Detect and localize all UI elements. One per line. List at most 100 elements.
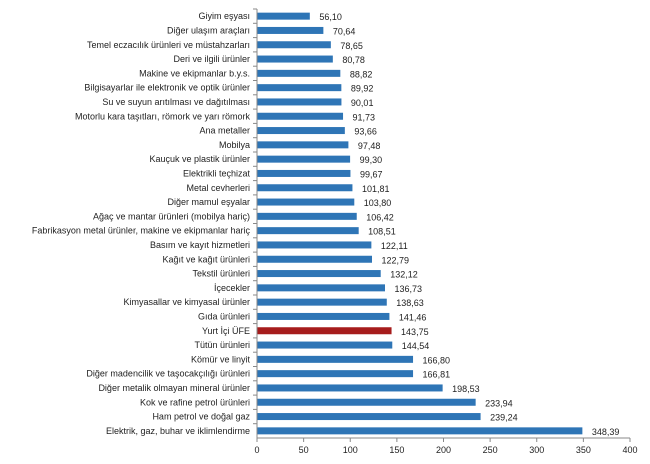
bar xyxy=(257,69,341,77)
data-label: 97,48 xyxy=(358,141,381,151)
x-tick-label: 100 xyxy=(343,445,358,455)
category-label: Diğer metalik olmayan mineral ürünler xyxy=(98,383,250,393)
bar xyxy=(257,355,414,363)
data-label: 91,73 xyxy=(353,112,376,122)
data-label: 166,80 xyxy=(423,355,451,365)
category-label: Temel eczacılık ürünleri ve müstahzarlar… xyxy=(87,40,250,50)
x-tick-label: 0 xyxy=(254,445,259,455)
data-label: 88,82 xyxy=(350,69,373,79)
data-label: 166,81 xyxy=(423,370,451,380)
data-label: 103,80 xyxy=(364,198,392,208)
bar xyxy=(257,413,481,421)
data-label: 106,42 xyxy=(366,212,394,222)
data-label: 141,46 xyxy=(399,312,427,322)
bar xyxy=(257,12,310,20)
bar xyxy=(257,155,351,163)
data-label: 136,73 xyxy=(395,284,423,294)
category-label: Makine ve ekipmanlar b.y.s. xyxy=(139,68,250,78)
bar xyxy=(257,370,414,378)
category-label: Kömür ve linyit xyxy=(191,354,251,364)
category-label: Su ve suyun arıtılması ve dağıtılması xyxy=(102,97,250,107)
category-label: Motorlu kara taşıtları, römork ve yarı r… xyxy=(75,111,251,121)
x-tick-label: 200 xyxy=(436,445,451,455)
bar xyxy=(257,227,359,235)
category-label: Diğer madencilik ve taşocakçılığı ürünle… xyxy=(86,369,250,379)
category-label: İçecekler xyxy=(214,283,250,293)
data-label: 99,67 xyxy=(360,169,383,179)
category-label: Tekstil ürünleri xyxy=(192,269,250,279)
data-label: 122,79 xyxy=(382,255,410,265)
category-label: Fabrikasyon metal ürünler, makine ve eki… xyxy=(32,226,251,236)
data-label: 198,53 xyxy=(452,384,480,394)
bar xyxy=(257,312,390,320)
data-label: 239,24 xyxy=(490,413,518,423)
data-label: 90,01 xyxy=(351,98,374,108)
bar xyxy=(257,112,344,120)
category-label: Ham petrol ve doğal gaz xyxy=(152,412,250,422)
category-label: Mobilya xyxy=(219,140,250,150)
category-label: Kok ve rafine petrol ürünleri xyxy=(140,397,250,407)
category-label: Ağaç ve mantar ürünleri (mobilya hariç) xyxy=(93,211,250,221)
x-tick-label: 400 xyxy=(622,445,637,455)
data-label: 122,11 xyxy=(381,241,408,251)
bar xyxy=(257,26,324,34)
category-label: Diğer mamul eşyalar xyxy=(167,197,250,207)
data-label: 99,30 xyxy=(360,155,383,165)
data-label: 143,75 xyxy=(401,327,429,337)
bar xyxy=(257,127,345,135)
category-label: Metal cevherleri xyxy=(186,183,250,193)
bar xyxy=(257,141,349,149)
category-label: Elektrikli teçhizat xyxy=(183,168,251,178)
bar xyxy=(257,55,333,63)
x-tick-label: 350 xyxy=(576,445,591,455)
bar xyxy=(257,98,342,106)
bar xyxy=(257,284,386,292)
bar xyxy=(257,298,387,306)
data-label: 93,66 xyxy=(354,127,377,137)
x-tick-label: 150 xyxy=(389,445,404,455)
x-tick-label: 50 xyxy=(299,445,309,455)
category-label: Kauçuk ve plastik ürünler xyxy=(149,154,250,164)
data-label: 138,63 xyxy=(396,298,424,308)
category-label: Basım ve kayıt hizmetleri xyxy=(150,240,250,250)
bar-highlight xyxy=(257,327,392,335)
category-label: Diğer ulaşım araçları xyxy=(167,25,250,35)
category-label: Kimyasallar ve kimyasal ürünler xyxy=(123,297,250,307)
bar xyxy=(257,41,331,49)
bar xyxy=(257,198,355,206)
x-tick-label: 250 xyxy=(483,445,498,455)
bar xyxy=(257,84,342,92)
category-label: Tütün ürünleri xyxy=(194,340,250,350)
category-label: Bilgisayarlar ile elektronik ve optik ür… xyxy=(84,83,250,93)
data-label: 108,51 xyxy=(368,227,396,237)
bar xyxy=(257,241,372,249)
data-label: 144,54 xyxy=(402,341,430,351)
data-label: 80,78 xyxy=(342,55,365,65)
bar xyxy=(257,184,353,192)
bar xyxy=(257,270,381,278)
bar xyxy=(257,169,351,177)
bar xyxy=(257,384,443,392)
category-label: Kağıt ve kağıt ürünleri xyxy=(162,254,250,264)
category-label: Ana metaller xyxy=(199,126,250,136)
data-label: 101,81 xyxy=(362,184,390,194)
data-label: 70,64 xyxy=(333,26,356,36)
category-label: Yurt İçi ÜFE xyxy=(202,326,250,336)
category-label: Elektrik, gaz, buhar ve iklimlendirme xyxy=(106,426,250,436)
data-label: 56,10 xyxy=(319,12,342,22)
data-label: 233,94 xyxy=(485,398,513,408)
data-label: 78,65 xyxy=(340,41,363,51)
data-label: 132,12 xyxy=(390,270,418,280)
x-tick-label: 300 xyxy=(529,445,544,455)
category-label: Deri ve ilgili ürünler xyxy=(173,54,250,64)
bar xyxy=(257,341,393,349)
bar xyxy=(257,398,476,406)
data-label: 89,92 xyxy=(351,84,374,94)
bar xyxy=(257,212,357,220)
bar xyxy=(257,255,373,263)
category-label: Giyim eşyası xyxy=(198,11,250,21)
data-label: 348,39 xyxy=(592,427,620,437)
bar xyxy=(257,427,583,435)
category-label: Gıda ürünleri xyxy=(198,311,250,321)
